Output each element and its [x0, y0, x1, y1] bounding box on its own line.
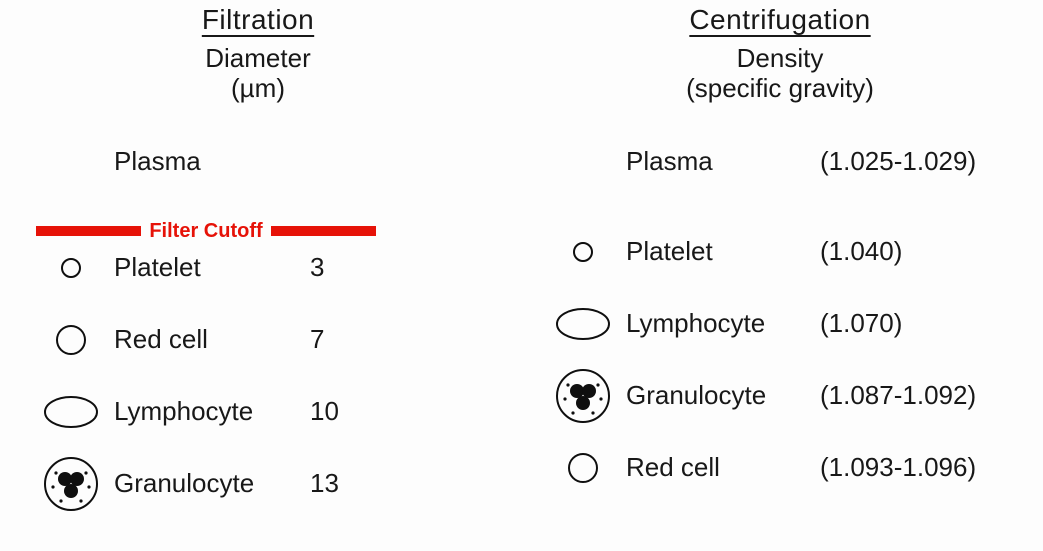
figure: { "colors": { "ink":"#1a1a1a", "accent":… [0, 0, 1043, 551]
lymphocyte-label: Lymphocyte [114, 396, 304, 427]
plasma-label-r: Plasma [626, 146, 816, 177]
lymphocyte-value: 10 [310, 396, 339, 427]
filtration-title: Filtration [28, 4, 488, 36]
lymphocyte-value-r: (1.070) [820, 308, 902, 339]
plasma-label: Plasma [114, 146, 304, 177]
cutoff-right-segment [271, 226, 376, 236]
granulocyte-icon [28, 451, 114, 517]
redcell-icon-r [540, 444, 626, 492]
centrifugation-row-lymphocyte: Lymphocyte (1.070) [540, 288, 1020, 360]
density-label: Density [737, 43, 824, 73]
plasma-value-r: (1.025-1.029) [820, 146, 976, 177]
platelet-icon [28, 248, 114, 288]
platelet-label-r: Platelet [626, 236, 816, 267]
centrifugation-title: Centrifugation [540, 4, 1020, 36]
granulocyte-label-r: Granulocyte [626, 380, 816, 411]
platelet-icon-r [540, 232, 626, 272]
centrifugation-subtitle: Density (specific gravity) [540, 44, 1020, 104]
filtration-row-granulocyte: Granulocyte 13 [28, 448, 488, 520]
platelet-label: Platelet [114, 252, 304, 283]
centrifugation-column: Centrifugation Density (specific gravity… [540, 4, 1020, 504]
cutoff-left-segment [36, 226, 141, 236]
centrifugation-row-platelet: Platelet (1.040) [540, 216, 1020, 288]
centrifugation-row-plasma: Plasma (1.025-1.029) [540, 126, 1020, 198]
filtration-row-redcell: Red cell 7 [28, 304, 488, 376]
lymphocyte-label-r: Lymphocyte [626, 308, 816, 339]
density-unit: (specific gravity) [686, 73, 874, 103]
filtration-column: Filtration Diameter (µm) Plasma Filter C… [28, 4, 488, 520]
granulocyte-value: 13 [310, 468, 339, 499]
redcell-label: Red cell [114, 324, 304, 355]
granulocyte-icon-r [540, 363, 626, 429]
granulocyte-value-r: (1.087-1.092) [820, 380, 976, 411]
diameter-label: Diameter [205, 43, 310, 73]
filtration-row-lymphocyte: Lymphocyte 10 [28, 376, 488, 448]
centrifugation-row-redcell: Red cell (1.093-1.096) [540, 432, 1020, 504]
platelet-value: 3 [310, 252, 324, 283]
redcell-icon [28, 316, 114, 364]
granulocyte-label: Granulocyte [114, 468, 304, 499]
redcell-value-r: (1.093-1.096) [820, 452, 976, 483]
filter-cutoff-bar: Filter Cutoff [36, 216, 376, 246]
centrifugation-row-granulocyte: Granulocyte (1.087-1.092) [540, 360, 1020, 432]
platelet-value-r: (1.040) [820, 236, 902, 267]
redcell-value: 7 [310, 324, 324, 355]
filtration-row-plasma: Plasma [28, 126, 488, 198]
redcell-label-r: Red cell [626, 452, 816, 483]
cutoff-label: Filter Cutoff [141, 220, 270, 243]
lymphocyte-icon [28, 390, 114, 434]
filtration-subtitle: Diameter (µm) [28, 44, 488, 104]
diameter-unit: (µm) [231, 73, 285, 103]
lymphocyte-icon-r [540, 302, 626, 346]
